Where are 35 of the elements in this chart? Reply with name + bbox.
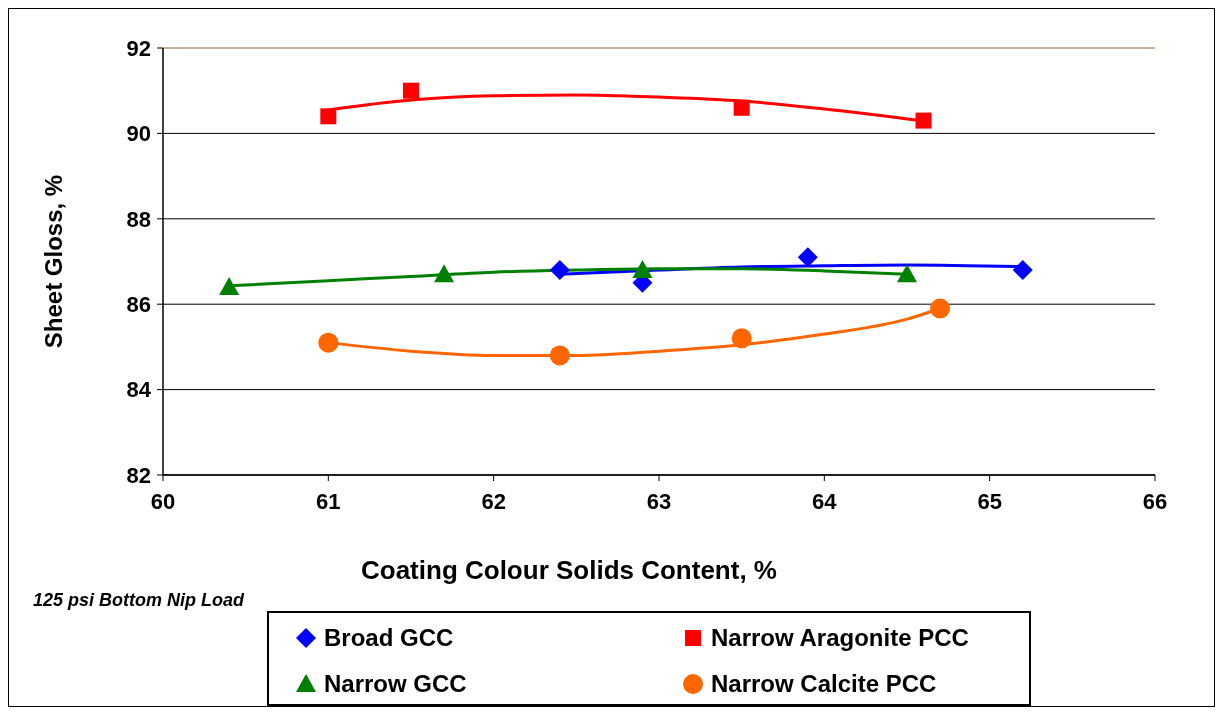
x-tick-label: 63 xyxy=(646,489,672,514)
point xyxy=(320,108,337,125)
point xyxy=(915,112,932,129)
x-tick-label: 64 xyxy=(812,489,838,514)
legend-label: Narrow GCC xyxy=(324,670,467,698)
point xyxy=(632,260,653,279)
y-tick-label: 82 xyxy=(126,462,151,488)
point xyxy=(733,99,750,116)
legend-label: Narrow Calcite PCC xyxy=(711,670,937,698)
point xyxy=(930,298,951,319)
y-tick-label: 84 xyxy=(126,377,152,403)
x-tick-label: 65 xyxy=(977,489,1002,514)
x-tick-label: 62 xyxy=(481,489,506,514)
y-tick-label: 92 xyxy=(126,35,151,61)
point xyxy=(731,328,752,349)
x-axis-title: Coating Colour Solids Content, % xyxy=(361,555,777,585)
x-tick-label: 66 xyxy=(1142,489,1168,514)
y-tick-label: 88 xyxy=(126,206,151,232)
point xyxy=(403,82,419,99)
legend-label: Narrow Aragonite PCC xyxy=(711,624,969,652)
x-tick-label: 61 xyxy=(316,489,341,514)
point xyxy=(897,264,917,283)
text: 125 psi Bottom Nip Load xyxy=(33,590,246,610)
point xyxy=(549,260,570,281)
point xyxy=(1012,260,1033,281)
legend-label: Broad GCC xyxy=(324,624,454,652)
y-tick-label: 90 xyxy=(126,121,151,147)
point xyxy=(797,247,818,268)
point xyxy=(318,332,339,353)
y-tick-label: 86 xyxy=(126,291,151,317)
point xyxy=(434,264,455,283)
y-axis-title: Sheet Gloss, % xyxy=(40,174,67,349)
point xyxy=(549,345,570,366)
point xyxy=(219,277,240,296)
x-tick-label: 60 xyxy=(150,489,176,514)
